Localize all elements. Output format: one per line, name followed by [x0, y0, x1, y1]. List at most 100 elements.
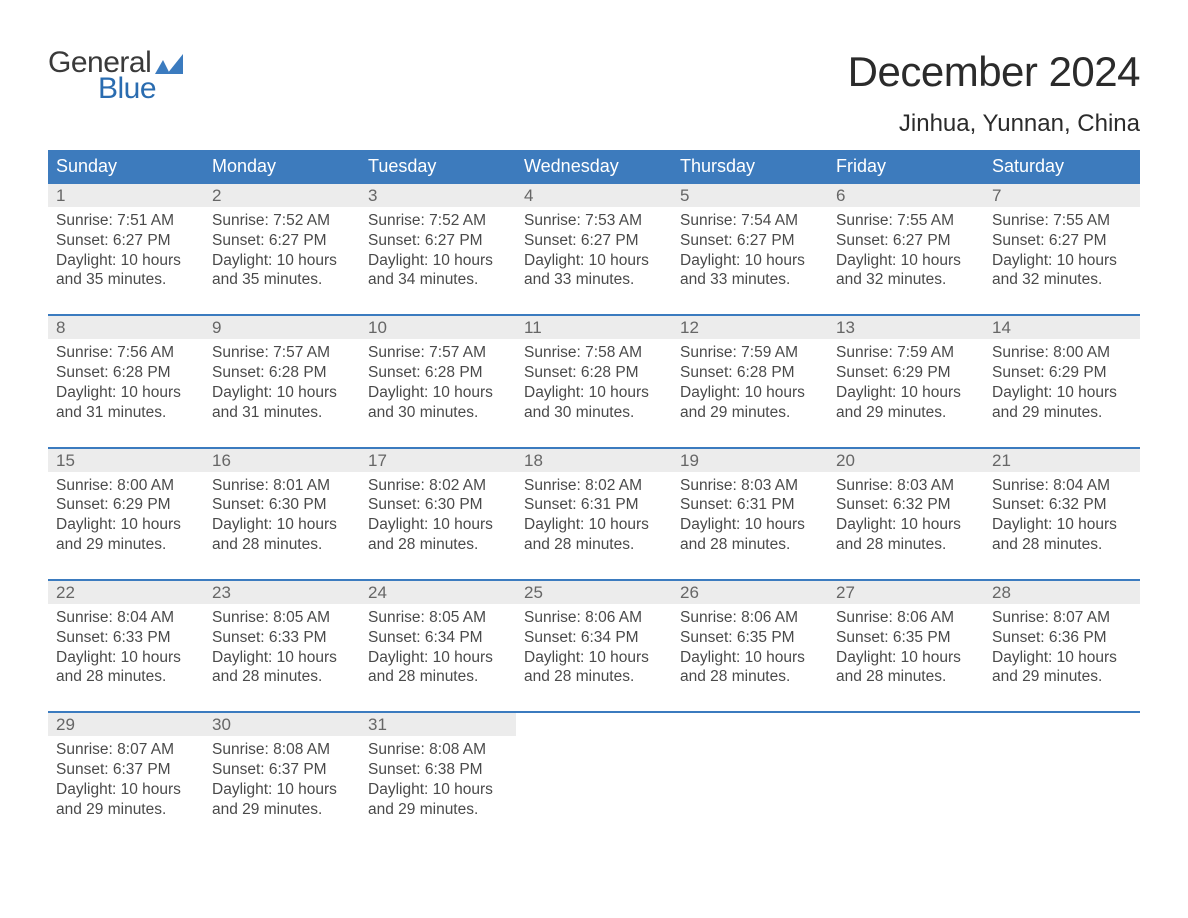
daylight-line: Daylight: 10 hours and 34 minutes. — [368, 251, 508, 291]
sunrise-line: Sunrise: 8:07 AM — [56, 740, 196, 760]
daylight-line: Daylight: 10 hours and 28 minutes. — [680, 515, 820, 555]
day-details: Sunrise: 8:00 AMSunset: 6:29 PMDaylight:… — [56, 476, 196, 555]
day-details: Sunrise: 7:59 AMSunset: 6:29 PMDaylight:… — [836, 343, 976, 422]
sunset-line: Sunset: 6:33 PM — [212, 628, 352, 648]
day-details: Sunrise: 7:55 AMSunset: 6:27 PMDaylight:… — [836, 211, 976, 290]
day-cell: 18Sunrise: 8:02 AMSunset: 6:31 PMDayligh… — [516, 449, 672, 579]
day-number: 28 — [984, 581, 1140, 604]
day-number: 16 — [204, 449, 360, 472]
day-cell: 13 Sunrise: 7:59 AMSunset: 6:29 PMDayligh… — [828, 316, 984, 446]
daylight-line: Daylight: 10 hours and 31 minutes. — [56, 383, 196, 423]
weeks-container: 1Sunrise: 7:51 AMSunset: 6:27 PMDaylight… — [48, 184, 1140, 844]
sunrise-line: Sunrise: 7:58 AM — [524, 343, 664, 363]
week-row: 22Sunrise: 8:04 AMSunset: 6:33 PMDayligh… — [48, 579, 1140, 711]
daylight-line: Daylight: 10 hours and 33 minutes. — [524, 251, 664, 291]
day-number: 12 — [672, 316, 828, 339]
sunrise-line: Sunrise: 7:52 AM — [212, 211, 352, 231]
day-number: 1 — [48, 184, 204, 207]
day-number: 22 — [48, 581, 204, 604]
daylight-line: Daylight: 10 hours and 35 minutes. — [212, 251, 352, 291]
sunset-line: Sunset: 6:32 PM — [992, 495, 1132, 515]
day-details: Sunrise: 8:05 AMSunset: 6:33 PMDaylight:… — [212, 608, 352, 687]
dow-cell: Sunday — [48, 150, 204, 184]
day-cell: 16 Sunrise: 8:01 AMSunset: 6:30 PMDayligh… — [204, 449, 360, 579]
day-cell — [516, 713, 672, 843]
sunrise-line: Sunrise: 7:54 AM — [680, 211, 820, 231]
day-details: Sunrise: 8:07 AMSunset: 6:36 PMDaylight:… — [992, 608, 1132, 687]
daylight-line: Daylight: 10 hours and 35 minutes. — [56, 251, 196, 291]
day-details: Sunrise: 8:02 AMSunset: 6:31 PMDaylight:… — [524, 476, 664, 555]
sunset-line: Sunset: 6:27 PM — [836, 231, 976, 251]
day-number: 19 — [672, 449, 828, 472]
day-details: Sunrise: 8:08 AMSunset: 6:37 PMDaylight:… — [212, 740, 352, 819]
dow-cell: Monday — [204, 150, 360, 184]
sunset-line: Sunset: 6:36 PM — [992, 628, 1132, 648]
brand-logo: General Blue — [48, 48, 183, 104]
sunset-line: Sunset: 6:37 PM — [56, 760, 196, 780]
day-cell: 10Sunrise: 7:57 AMSunset: 6:28 PMDayligh… — [360, 316, 516, 446]
sunset-line: Sunset: 6:29 PM — [836, 363, 976, 383]
day-number: 13 — [828, 316, 984, 339]
day-details: Sunrise: 7:53 AMSunset: 6:27 PMDaylight:… — [524, 211, 664, 290]
week-row: 15Sunrise: 8:00 AMSunset: 6:29 PMDayligh… — [48, 447, 1140, 579]
day-cell: 6 Sunrise: 7:55 AMSunset: 6:27 PMDaylight… — [828, 184, 984, 314]
day-cell: 11Sunrise: 7:58 AMSunset: 6:28 PMDayligh… — [516, 316, 672, 446]
day-cell — [828, 713, 984, 843]
day-details: Sunrise: 8:06 AMSunset: 6:35 PMDaylight:… — [836, 608, 976, 687]
daylight-line: Daylight: 10 hours and 28 minutes. — [836, 648, 976, 688]
day-cell: 24Sunrise: 8:05 AMSunset: 6:34 PMDayligh… — [360, 581, 516, 711]
day-details: Sunrise: 8:06 AMSunset: 6:35 PMDaylight:… — [680, 608, 820, 687]
day-cell: 5Sunrise: 7:54 AMSunset: 6:27 PMDaylight… — [672, 184, 828, 314]
daylight-line: Daylight: 10 hours and 28 minutes. — [524, 648, 664, 688]
day-details: Sunrise: 8:02 AMSunset: 6:30 PMDaylight:… — [368, 476, 508, 555]
day-cell: 22Sunrise: 8:04 AMSunset: 6:33 PMDayligh… — [48, 581, 204, 711]
day-cell: 12Sunrise: 7:59 AMSunset: 6:28 PMDayligh… — [672, 316, 828, 446]
daylight-line: Daylight: 10 hours and 29 minutes. — [992, 383, 1132, 423]
day-details: Sunrise: 7:52 AMSunset: 6:27 PMDaylight:… — [368, 211, 508, 290]
day-cell: 4Sunrise: 7:53 AMSunset: 6:27 PMDaylight… — [516, 184, 672, 314]
sunrise-line: Sunrise: 8:04 AM — [56, 608, 196, 628]
sunrise-line: Sunrise: 8:02 AM — [524, 476, 664, 496]
sunset-line: Sunset: 6:28 PM — [212, 363, 352, 383]
sunrise-line: Sunrise: 8:00 AM — [992, 343, 1132, 363]
day-number: 8 — [48, 316, 204, 339]
day-number: 17 — [360, 449, 516, 472]
day-number: 5 — [672, 184, 828, 207]
day-details: Sunrise: 8:01 AMSunset: 6:30 PMDaylight:… — [212, 476, 352, 555]
location: Jinhua, Yunnan, China — [848, 110, 1140, 138]
sunrise-line: Sunrise: 8:03 AM — [836, 476, 976, 496]
day-cell: 31Sunrise: 8:08 AMSunset: 6:38 PMDayligh… — [360, 713, 516, 843]
header: General Blue December 2024 Jinhua, Yunna… — [48, 48, 1140, 138]
title-block: December 2024 Jinhua, Yunnan, China — [848, 48, 1140, 138]
sunrise-line: Sunrise: 7:51 AM — [56, 211, 196, 231]
daylight-line: Daylight: 10 hours and 29 minutes. — [212, 780, 352, 820]
day-number: 9 — [204, 316, 360, 339]
sunrise-line: Sunrise: 8:06 AM — [836, 608, 976, 628]
day-cell: 14Sunrise: 8:00 AMSunset: 6:29 PMDayligh… — [984, 316, 1140, 446]
sunrise-line: Sunrise: 8:01 AM — [212, 476, 352, 496]
sunset-line: Sunset: 6:31 PM — [524, 495, 664, 515]
daylight-line: Daylight: 10 hours and 28 minutes. — [212, 648, 352, 688]
day-number: 7 — [984, 184, 1140, 207]
daylight-line: Daylight: 10 hours and 29 minutes. — [680, 383, 820, 423]
day-details: Sunrise: 8:05 AMSunset: 6:34 PMDaylight:… — [368, 608, 508, 687]
day-cell: 1Sunrise: 7:51 AMSunset: 6:27 PMDaylight… — [48, 184, 204, 314]
month-title: December 2024 — [848, 48, 1140, 96]
sunset-line: Sunset: 6:38 PM — [368, 760, 508, 780]
sunset-line: Sunset: 6:35 PM — [680, 628, 820, 648]
day-number: 23 — [204, 581, 360, 604]
sunset-line: Sunset: 6:30 PM — [368, 495, 508, 515]
day-cell: 3Sunrise: 7:52 AMSunset: 6:27 PMDaylight… — [360, 184, 516, 314]
sunset-line: Sunset: 6:27 PM — [368, 231, 508, 251]
day-number: 14 — [984, 316, 1140, 339]
sunrise-line: Sunrise: 7:59 AM — [680, 343, 820, 363]
day-details: Sunrise: 7:57 AMSunset: 6:28 PMDaylight:… — [368, 343, 508, 422]
day-number: 6 — [828, 184, 984, 207]
sunrise-line: Sunrise: 8:03 AM — [680, 476, 820, 496]
day-number: 2 — [204, 184, 360, 207]
dow-cell: Saturday — [984, 150, 1140, 184]
day-number: 11 — [516, 316, 672, 339]
sunset-line: Sunset: 6:27 PM — [992, 231, 1132, 251]
dow-cell: Thursday — [672, 150, 828, 184]
daylight-line: Daylight: 10 hours and 32 minutes. — [836, 251, 976, 291]
